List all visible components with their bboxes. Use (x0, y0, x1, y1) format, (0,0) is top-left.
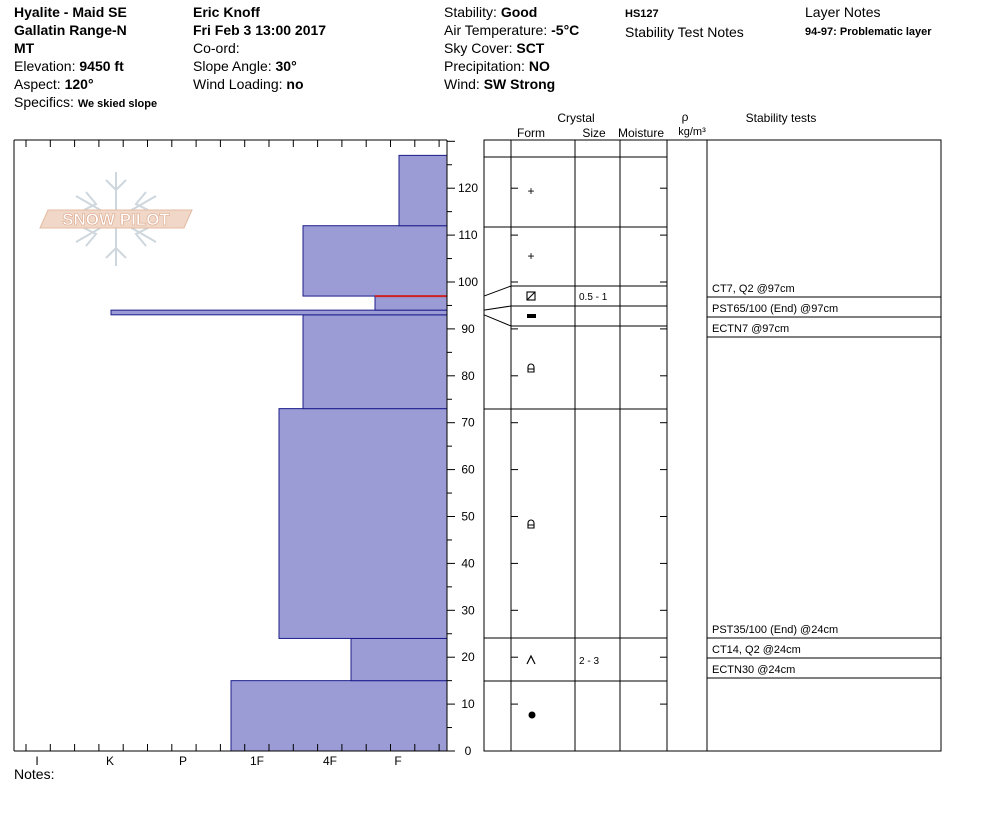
coord-label: Co-ord: (193, 40, 240, 56)
crystal-form-box-icon (526, 291, 536, 301)
wind-value: SW Strong (483, 76, 556, 92)
crystal-form-melt-freeze-icon (527, 363, 535, 373)
wind-label: Wind: (444, 76, 484, 92)
logo-banner (39, 209, 193, 229)
height-label: 70 (461, 416, 475, 430)
aspect-label: Aspect: (14, 76, 65, 92)
height-label: 90 (461, 322, 475, 336)
stability-tests-header: Stability tests (746, 111, 817, 125)
hardness-layer-3 (302, 314, 448, 410)
observation-datetime: Fri Feb 3 13:00 2017 (193, 22, 327, 38)
stability-test-entry: ECTN7 @97cm (712, 323, 789, 335)
logo-text: SNOW PILOT (62, 210, 170, 229)
hardness-layer-7 (398, 154, 448, 227)
wind-loading-label: Wind Loading: (193, 76, 287, 92)
moisture-header: Moisture (618, 126, 664, 140)
rho-header: ρ (682, 110, 689, 124)
precip-label: Precipitation: (444, 58, 529, 74)
specifics-value: We skied slope (77, 98, 158, 110)
crystal-form-dot-icon (528, 711, 536, 719)
hardness-layer-6 (302, 225, 448, 297)
hardness-label-K: K (106, 754, 114, 768)
crystal-form-box-diagonal (526, 291, 536, 301)
header-observer-info: Eric Knoff Fri Feb 3 13:00 2017 Co-ord: … (193, 3, 326, 93)
height-label: 60 (461, 463, 475, 477)
crystal-form-plus-icon: + (527, 249, 534, 263)
height-label: 50 (461, 510, 475, 524)
elevation-label: Elevation: (14, 58, 80, 74)
height-label: 40 (461, 556, 475, 570)
stability-test-entry: ECTN30 @24cm (712, 664, 795, 676)
height-label: 100 (458, 275, 478, 289)
crystal-form-bar-icon (527, 314, 536, 318)
height-label: 110 (458, 228, 477, 242)
slope-label: Slope Angle: (193, 58, 276, 74)
aspect-value: 120° (64, 76, 94, 92)
crystal-layer-boundary (483, 314, 667, 327)
hardness-label-P: P (179, 754, 187, 768)
crystal-header: Crystal (557, 111, 594, 125)
location-name: Hyalite - Maid SE (14, 4, 127, 20)
header-site-info: Hyalite - Maid SE Gallatin Range-N MT El… (14, 3, 157, 113)
snow-profile-chart: Crystal Form Size Moisture ρ kg/m³ Stabi… (13, 110, 942, 768)
precip-value: NO (528, 58, 550, 74)
hardness-layer-2 (278, 408, 448, 639)
crystal-form-plus-icon: + (527, 184, 534, 198)
air-temp-value: -5°C (551, 22, 580, 38)
stability-value: Good (500, 4, 538, 20)
observer-name: Eric Knoff (193, 4, 260, 20)
crystal-size-label: 2 - 3 (579, 656, 599, 667)
snowpilot-logo: SNOW PILOT (39, 172, 193, 266)
hardness-label-1F: 1F (250, 754, 264, 768)
wind-loading-value: no (286, 76, 304, 92)
size-header: Size (582, 126, 606, 140)
crystal-form-caret-icon (526, 654, 536, 665)
stability-test-notes-title: Stability Test Notes (625, 24, 744, 40)
crystal-layer-boundary (483, 285, 667, 297)
height-label: 0 (465, 744, 472, 758)
height-label: 10 (461, 697, 475, 711)
crystal-table-frame (483, 139, 942, 752)
crystal-layer-boundary (483, 305, 667, 311)
height-label: 80 (461, 369, 475, 383)
header-weather-info: Stability: Good Air Temperature: -5°C Sk… (444, 3, 579, 93)
hardness-label-I: I (35, 754, 38, 768)
air-temp-label: Air Temperature: (444, 22, 552, 38)
hardness-layer-1 (350, 637, 448, 682)
crystal-form-melt-freeze-icon (527, 519, 535, 529)
stability-test-entry: PST35/100 (End) @24cm (712, 624, 838, 636)
crystal-size-label: 0.5 - 1 (579, 292, 608, 303)
layer-note-text: Problematic layer (836, 26, 932, 38)
sky-label: Sky Cover: (444, 40, 517, 56)
range-name: Gallatin Range-N (14, 22, 127, 38)
hardness-label-F: F (394, 754, 401, 768)
hardness-layer-5 (374, 295, 448, 311)
form-header: Form (517, 126, 545, 140)
header-layer-notes: Layer Notes 94-97: Problematic layer (805, 3, 932, 41)
stability-test-entry: CT7, Q2 @97cm (712, 283, 795, 295)
density-unit-header: kg/m³ (678, 126, 706, 138)
stability-test-entry: CT14, Q2 @24cm (712, 644, 801, 656)
layer-note-range: 94-97: (805, 26, 837, 38)
hardness-label-4F: 4F (323, 754, 337, 768)
height-label: 30 (461, 603, 475, 617)
sky-value: SCT (516, 40, 545, 56)
notes-label: Notes: (14, 766, 55, 782)
height-label: 120 (458, 181, 478, 195)
stability-label: Stability: (444, 4, 501, 20)
hs-value: HS127 (625, 8, 659, 20)
hardness-layer-0 (230, 680, 448, 752)
state-name: MT (14, 40, 35, 56)
slope-value: 30° (275, 58, 297, 74)
hardness-layer-4 (110, 309, 448, 316)
specifics-label: Specifics: (14, 94, 78, 110)
layer-notes-title: Layer Notes (805, 4, 881, 20)
elevation-value: 9450 ft (79, 58, 124, 74)
header-test-notes: HS127 Stability Test Notes (625, 3, 744, 41)
stability-test-entry: PST65/100 (End) @97cm (712, 303, 838, 315)
height-label: 20 (461, 650, 475, 664)
